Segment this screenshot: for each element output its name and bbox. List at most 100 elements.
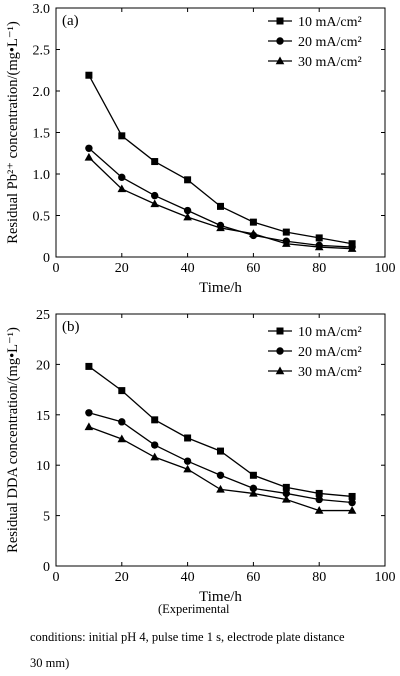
data-point-series-1: [151, 158, 159, 166]
y-tick-label: 2.5: [33, 44, 51, 59]
data-point-series-3: [249, 229, 258, 237]
data-point-series-2: [85, 144, 93, 152]
data-point-series-3: [84, 422, 94, 431]
y-axis-title: Residual Pb²⁺ concentration/(mg•L⁻¹): [5, 21, 21, 244]
data-point-series-1: [315, 234, 323, 242]
data-point-series-3: [150, 199, 159, 208]
x-tick-label: 80: [312, 261, 326, 276]
data-point-series-2: [151, 441, 159, 449]
legend-label: 20 mA/cm²: [298, 35, 362, 50]
panel-b: 0 20 40 60 80 100 0 5 10 15 20 25 Time/h Residual DDA…: [5, 308, 396, 605]
data-point-series-2: [315, 495, 323, 504]
data-point-series-3: [249, 488, 258, 497]
legend-label: 30 mA/cm²: [298, 365, 362, 380]
data-point-series-2: [118, 173, 126, 182]
data-point-series-3: [183, 212, 192, 221]
data-point-series-3: [183, 464, 192, 473]
data-point-series-1: [184, 434, 192, 442]
data-point-series-1: [151, 416, 159, 424]
x-tick-label: 20: [115, 570, 129, 585]
y-tick-label: 0.5: [33, 210, 51, 225]
legend-marker: [276, 17, 284, 25]
data-point-series-2: [282, 489, 290, 498]
y-tick-label: 10: [36, 459, 50, 474]
data-point-series-3: [347, 506, 357, 514]
x-tick-label: 40: [181, 261, 195, 276]
x-tick-label: 20: [115, 261, 129, 276]
legend-marker: [275, 366, 285, 375]
data-point-series-2: [118, 418, 126, 426]
x-tick-label: 0: [53, 261, 60, 276]
data-point-series-3: [314, 242, 324, 251]
x-tick-label: 60: [246, 570, 260, 585]
data-point-series-3: [282, 494, 291, 503]
data-point-series-2: [348, 498, 356, 507]
series-line-1: [88, 74, 353, 245]
data-point-series-1: [85, 71, 93, 79]
y-tick-label: 3.0: [33, 2, 51, 17]
x-axis-title: Time/h: [199, 280, 242, 296]
x-tick-label: 100: [375, 261, 396, 276]
data-point-series-3: [150, 452, 159, 461]
data-point-series-1: [85, 362, 93, 370]
data-point-series-1: [118, 132, 126, 140]
data-point-series-2: [151, 191, 159, 200]
data-point-series-2: [183, 457, 192, 465]
data-point-series-1: [282, 483, 290, 491]
legend-label: 10 mA/cm²: [298, 325, 362, 340]
legend-label: 30 mA/cm²: [298, 55, 362, 70]
data-point-series-3: [347, 244, 357, 252]
legend-marker: [276, 347, 284, 355]
y-tick-label: 25: [36, 308, 50, 323]
y-tick-label: 0: [43, 251, 50, 266]
data-point-series-3: [314, 506, 324, 514]
data-point-series-1: [184, 176, 192, 184]
data-point-series-1: [249, 471, 257, 479]
data-point-series-3: [216, 223, 225, 232]
caption-line-2: conditions: initial pH 4, pulse time 1 s…: [30, 630, 345, 644]
legend-label: 10 mA/cm²: [298, 15, 362, 30]
data-point-series-1: [118, 387, 126, 395]
data-point-series-2: [85, 409, 93, 417]
x-tick-label: 0: [53, 570, 60, 585]
plot-frame: [55, 313, 386, 567]
y-tick-label: 20: [36, 358, 50, 373]
y-tick-label: 0: [43, 560, 50, 575]
legend-marker: [275, 56, 285, 65]
y-tick-label: 1.5: [33, 127, 51, 142]
panel-label: (b): [62, 319, 80, 335]
y-tick-label: 5: [43, 510, 50, 525]
x-tick-label: 60: [246, 261, 260, 276]
data-point-series-1: [348, 492, 356, 500]
y-tick-label: 2.0: [33, 85, 51, 100]
legend-label: 20 mA/cm²: [298, 345, 362, 360]
y-tick-label: 15: [36, 409, 50, 424]
legend-marker: [276, 327, 284, 335]
panel-label: (a): [62, 13, 79, 29]
data-point-series-2: [216, 471, 225, 479]
y-axis-title: Residual DDA concentration/(mg•L⁻¹): [5, 327, 21, 553]
caption-line-1: (Experimental: [158, 602, 230, 616]
data-point-series-3: [84, 152, 94, 161]
data-point-series-3: [216, 484, 225, 493]
x-tick-label: 40: [181, 570, 195, 585]
data-point-series-2: [249, 484, 258, 493]
caption-line-3: 30 mm): [30, 656, 70, 670]
x-tick-label: 100: [375, 570, 396, 585]
x-tick-label: 80: [312, 570, 326, 585]
x-axis-title: Time/h: [199, 589, 242, 605]
y-tick-label: 1.0: [33, 168, 51, 183]
data-point-series-1: [217, 202, 224, 210]
data-point-series-1: [217, 447, 224, 455]
data-point-series-1: [282, 228, 290, 236]
data-point-series-3: [117, 184, 127, 193]
data-point-series-1: [249, 218, 257, 226]
series-line-2: [88, 147, 353, 248]
data-point-series-2: [183, 206, 192, 215]
data-point-series-1: [315, 489, 323, 497]
legend-marker: [276, 37, 284, 45]
data-point-series-3: [117, 434, 127, 443]
data-point-series-3: [282, 239, 291, 247]
panel-a: 0 20 40 60 80 100 0 0.5 1.0 1.5 2.0 2.5 3.0 Time/h Res…: [5, 2, 396, 296]
